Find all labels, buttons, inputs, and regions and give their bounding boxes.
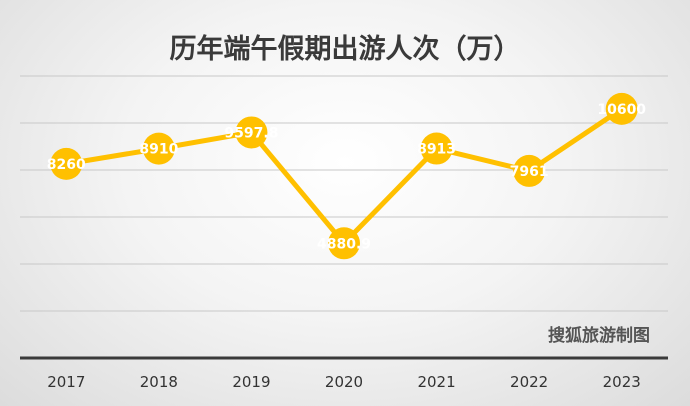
data-label: 8260	[47, 157, 86, 173]
data-point-marker	[142, 132, 175, 165]
data-point-marker	[328, 227, 360, 260]
data-label-layer: 8260 8910 9597.8 4880.9 8913 7961 10600	[47, 102, 647, 252]
x-tick-label: 2020	[325, 373, 363, 391]
marker-layer	[50, 92, 638, 260]
data-point-marker	[235, 116, 268, 149]
data-point-marker	[50, 147, 83, 180]
data-label: 7961	[510, 164, 549, 180]
data-point-marker	[420, 132, 453, 165]
x-tick-label: 2023	[603, 373, 641, 391]
data-label: 9597.8	[224, 125, 278, 141]
data-label: 8913	[417, 142, 456, 158]
source-annotation: 搜狐旅游制图	[548, 325, 650, 346]
gridlines	[20, 75, 668, 312]
x-tick-label: 2021	[417, 373, 455, 391]
data-label: 4880.9	[317, 236, 371, 252]
data-point-marker	[513, 154, 546, 187]
x-tick-label: 2019	[232, 373, 270, 391]
data-point-marker	[605, 92, 638, 125]
chart-title: 历年端午假期出游人次（万）	[170, 33, 521, 65]
x-tick-label: 2022	[510, 373, 548, 391]
x-tick-label: 2017	[47, 373, 85, 391]
data-label: 8910	[139, 142, 178, 158]
x-tick-labels: 2017 2018 2019 2020 2021 2022 2023	[47, 373, 641, 391]
data-label: 10600	[597, 102, 646, 118]
x-tick-label: 2018	[140, 373, 178, 391]
